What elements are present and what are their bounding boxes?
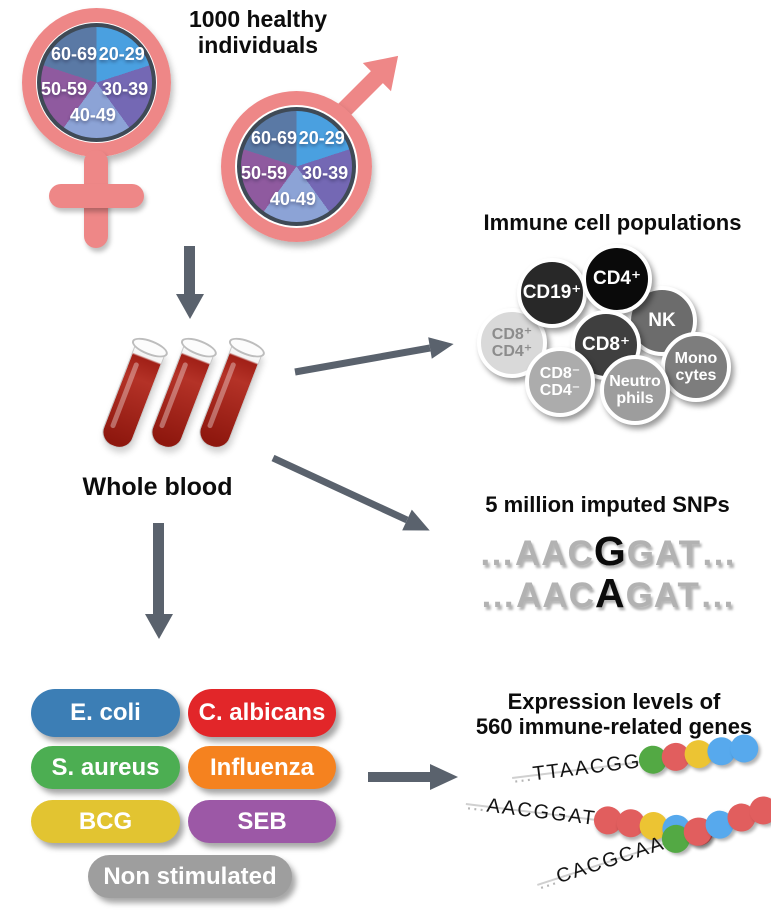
female-pie-label-30-39: 30-39	[102, 79, 149, 100]
stimulus-label: BCG	[78, 807, 133, 835]
snp-sequence-row: …AACGGAT…	[478, 531, 738, 573]
stimulus-pill-seb: SEB	[188, 800, 336, 843]
arrow-line	[271, 454, 409, 524]
arrow-blood-to-snps	[271, 454, 430, 531]
cell-circle-neutrophils: Neutro phils	[600, 355, 670, 425]
male-pie-label-40-49: 40-49	[269, 188, 316, 209]
stimulus-label: Non stimulated	[103, 862, 277, 890]
cell-circle-cd19pos: CD19⁺	[517, 258, 587, 328]
cell-label: CD8⁺	[581, 334, 631, 355]
cell-label: Neutro phils	[609, 373, 661, 407]
strand-sequence: CACGCAA	[553, 831, 668, 888]
stimulus-pill-non-stimulated: Non stimulated	[88, 855, 292, 898]
expression-section-title: Expression levels of 560 immune-related …	[475, 689, 753, 739]
snp-seq-flank: GAT…	[626, 534, 738, 573]
cell-circle-monocytes: Mono cytes	[661, 332, 731, 402]
arrow-stimuli-to-expression	[368, 772, 431, 782]
male-pie-label-20-29: 20-29	[298, 127, 345, 148]
stimulus-label: Influenza	[209, 753, 314, 781]
snp-allele: A	[594, 570, 626, 616]
stimulus-pill-ecoli: E. coli	[31, 689, 180, 737]
cell-label: CD19⁺	[522, 282, 582, 303]
cell-label: CD8⁻ CD4⁻	[539, 365, 581, 399]
expression-dot	[728, 732, 761, 765]
whole-blood-label: Whole blood	[82, 473, 233, 501]
stimulus-label: C. albicans	[198, 699, 326, 726]
expression-strand: … TTAACGG	[510, 732, 761, 791]
male-pie-label-30-39: 30-39	[302, 163, 349, 184]
arrow-blood-to-stimuli	[153, 523, 164, 616]
snp-sequence-row: …AACAGAT…	[478, 573, 738, 615]
male-pie-label-60-69: 60-69	[250, 127, 298, 148]
stimulus-label: SEB	[237, 807, 287, 835]
arrow-blood-to-stimuli-head	[145, 614, 173, 639]
male-arrow-shape	[332, 55, 399, 122]
arrow-cohort-to-blood-head	[176, 294, 204, 319]
arrow-cohort-to-blood	[184, 246, 195, 296]
stimulus-pill-calbicans: C. albicans	[188, 689, 336, 737]
strand-sequence: AACGGAT	[485, 794, 598, 830]
male-symbol-arrow-icon	[332, 55, 399, 122]
stimulus-label: S. aureus	[51, 753, 160, 781]
male-pie-label-50-59: 50-59	[241, 163, 288, 184]
cell-label: CD4⁺	[592, 268, 642, 289]
strand-ellipsis: …	[464, 791, 489, 816]
arrow-head	[428, 337, 454, 359]
stimulus-pill-bcg: BCG	[31, 800, 180, 843]
female-pie-label-40-49: 40-49	[69, 104, 116, 125]
arrow-line	[294, 344, 431, 376]
female-pie-label-20-29: 20-29	[98, 43, 145, 64]
snps-section-title: 5 million imputed SNPs	[485, 492, 730, 517]
cohort-title: 1000 healthy individuals	[188, 6, 328, 58]
arrow-stimuli-to-expression-head	[430, 764, 458, 790]
strand-ellipsis: …	[510, 763, 535, 788]
snp-seq-flank: …AAC	[480, 576, 595, 615]
snp-allele: G	[593, 528, 627, 574]
cell-label: Mono cytes	[674, 350, 718, 384]
male-age-pie-chart: 20-29 30-39 40-49 50-59 60-69	[237, 107, 356, 226]
cell-label: NK	[648, 310, 676, 331]
stimulus-pill-influenza: Influenza	[188, 746, 336, 789]
female-pie-label-60-69: 60-69	[50, 43, 98, 64]
female-age-pie-chart: 20-29 30-39 40-49 50-59 60-69	[37, 23, 156, 142]
cell-circle-cd4pos: CD4⁺	[582, 244, 652, 314]
stimulus-pill-saureus: S. aureus	[31, 746, 180, 789]
snp-seq-flank: GAT…	[625, 576, 736, 615]
female-symbol-crossbar	[49, 184, 144, 208]
stimulus-label: E. coli	[70, 699, 141, 726]
cell-circle-cd8neg-cd4neg: CD8⁻ CD4⁻	[525, 347, 595, 417]
cell-label: CD8⁺ CD4⁺	[491, 326, 533, 360]
arrow-head	[402, 509, 430, 531]
arrow-blood-to-cells	[294, 337, 454, 376]
female-pie-label-50-59: 50-59	[41, 79, 88, 100]
strand-sequence: TTAACGG	[531, 749, 643, 785]
snp-seq-flank: …AAC	[478, 534, 594, 573]
cells-section-title: Immune cell populations	[483, 210, 742, 235]
